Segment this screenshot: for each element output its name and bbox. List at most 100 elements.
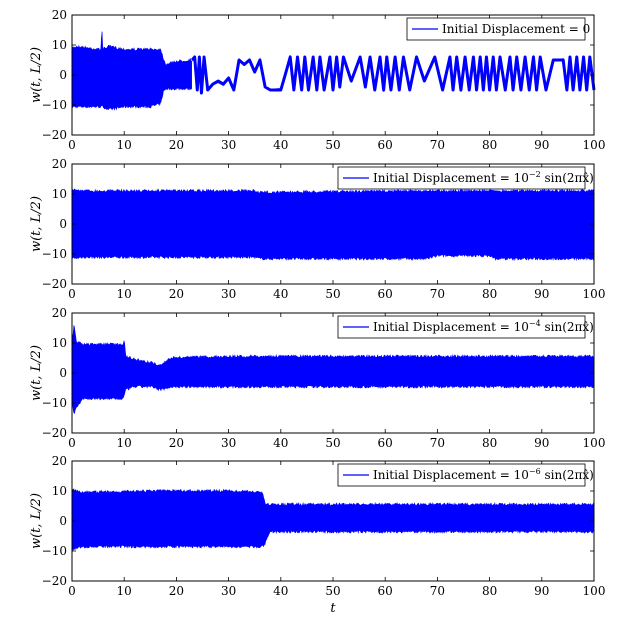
signal-band [71, 488, 595, 551]
y-tick-label: −10 [42, 396, 67, 410]
x-tick-label: 40 [273, 584, 288, 598]
legend-label: Initial Displacement = 10−4 sin(2πx̂) [373, 319, 594, 334]
y-tick-label: 10 [52, 484, 67, 498]
legend-exponent: −4 [529, 319, 541, 328]
x-tick-label: 30 [221, 287, 236, 301]
y-tick-label: 0 [59, 68, 67, 82]
x-tick-label: 60 [378, 287, 393, 301]
signal-trace-noise [191, 55, 595, 95]
x-tick-label: 100 [583, 287, 606, 301]
x-tick-label: 90 [534, 584, 549, 598]
y-tick-label: −10 [42, 544, 67, 558]
y-tick-label: 20 [52, 454, 67, 468]
legend-exponent: −6 [529, 467, 541, 476]
x-tick-label: 50 [325, 287, 340, 301]
signal-band [71, 31, 192, 111]
x-tick-label: 20 [169, 138, 184, 152]
legend: Initial Displacement = 10−6 sin(2πx̂) [337, 463, 594, 487]
signal-band [71, 187, 595, 262]
legend-exponent: −2 [529, 170, 541, 179]
y-axis-label: w(t, L/2) [29, 493, 44, 549]
y-tick-label: 20 [52, 157, 67, 171]
legend: Initial Displacement = 0 [406, 17, 590, 41]
x-tick-label: 20 [169, 287, 184, 301]
x-tick-label: 60 [378, 138, 393, 152]
x-tick-label: 80 [482, 584, 497, 598]
legend-prefix: Initial Displacement = 10 [373, 171, 529, 185]
legend-suffix: sin(2πx̂) [541, 171, 594, 185]
x-tick-label: 70 [430, 138, 445, 152]
x-tick-label: 40 [273, 287, 288, 301]
y-axis-label: w(t, L/2) [29, 196, 44, 252]
legend-box [406, 17, 586, 41]
x-tick-label: 0 [68, 287, 76, 301]
y-tick-label: 20 [52, 306, 67, 320]
x-tick-label: 70 [430, 584, 445, 598]
x-tick-label: 80 [482, 138, 497, 152]
y-tick-label: −10 [42, 98, 67, 112]
x-tick-label: 90 [534, 138, 549, 152]
y-tick-label: 10 [52, 38, 67, 52]
x-tick-label: 90 [534, 287, 549, 301]
x-tick-label: 10 [117, 138, 132, 152]
x-tick-label: 30 [221, 584, 236, 598]
x-tick-label: 10 [117, 287, 132, 301]
y-tick-label: −10 [42, 247, 67, 261]
x-tick-label: 50 [325, 584, 340, 598]
legend-box [337, 166, 586, 190]
legend-label: Initial Displacement = 0 [442, 22, 590, 36]
x-tick-label: 50 [325, 138, 340, 152]
x-tick-label: 80 [482, 436, 497, 450]
legend-label: Initial Displacement = 10−2 sin(2πx̂) [373, 170, 594, 185]
y-tick-label: 0 [59, 217, 67, 231]
x-tick-label: 70 [430, 436, 445, 450]
y-axis-label: w(t, L/2) [29, 47, 44, 103]
legend-suffix: sin(2πx̂) [541, 320, 594, 334]
x-tick-label: 60 [378, 436, 393, 450]
x-tick-label: 90 [534, 436, 549, 450]
y-tick-label: −20 [42, 574, 67, 588]
legend-prefix: Initial Displacement = 0 [442, 22, 590, 36]
y-tick-label: 0 [59, 514, 67, 528]
y-tick-label: −20 [42, 426, 67, 440]
x-tick-label: 10 [117, 436, 132, 450]
x-tick-label: 0 [68, 138, 76, 152]
x-tick-label: 100 [583, 138, 606, 152]
x-tick-label: 100 [583, 436, 606, 450]
x-tick-label: 0 [68, 436, 76, 450]
legend: Initial Displacement = 10−4 sin(2πx̂) [337, 315, 594, 339]
x-tick-label: 30 [221, 436, 236, 450]
x-tick-label: 30 [221, 138, 236, 152]
legend-prefix: Initial Displacement = 10 [373, 320, 529, 334]
legend-box [337, 463, 586, 487]
legend-label: Initial Displacement = 10−6 sin(2πx̂) [373, 467, 594, 482]
signal-band [71, 325, 595, 414]
x-tick-label: 50 [325, 436, 340, 450]
x-tick-label: 60 [378, 584, 393, 598]
legend-box [337, 315, 586, 339]
x-axis-label: t [330, 601, 336, 616]
x-tick-label: 100 [583, 584, 606, 598]
x-tick-label: 10 [117, 584, 132, 598]
x-tick-label: 0 [68, 584, 76, 598]
x-tick-label: 70 [430, 287, 445, 301]
y-tick-label: 0 [59, 366, 67, 380]
y-tick-label: −20 [42, 277, 67, 291]
y-tick-label: 10 [52, 336, 67, 350]
y-tick-label: 10 [52, 187, 67, 201]
x-tick-label: 40 [273, 436, 288, 450]
x-tick-label: 40 [273, 138, 288, 152]
y-tick-label: −20 [42, 128, 67, 142]
y-tick-label: 20 [52, 8, 67, 22]
legend-prefix: Initial Displacement = 10 [373, 468, 529, 482]
legend: Initial Displacement = 10−2 sin(2πx̂) [337, 166, 594, 190]
x-tick-label: 20 [169, 436, 184, 450]
y-axis-label: w(t, L/2) [29, 345, 44, 401]
x-tick-label: 20 [169, 584, 184, 598]
legend-suffix: sin(2πx̂) [541, 468, 594, 482]
